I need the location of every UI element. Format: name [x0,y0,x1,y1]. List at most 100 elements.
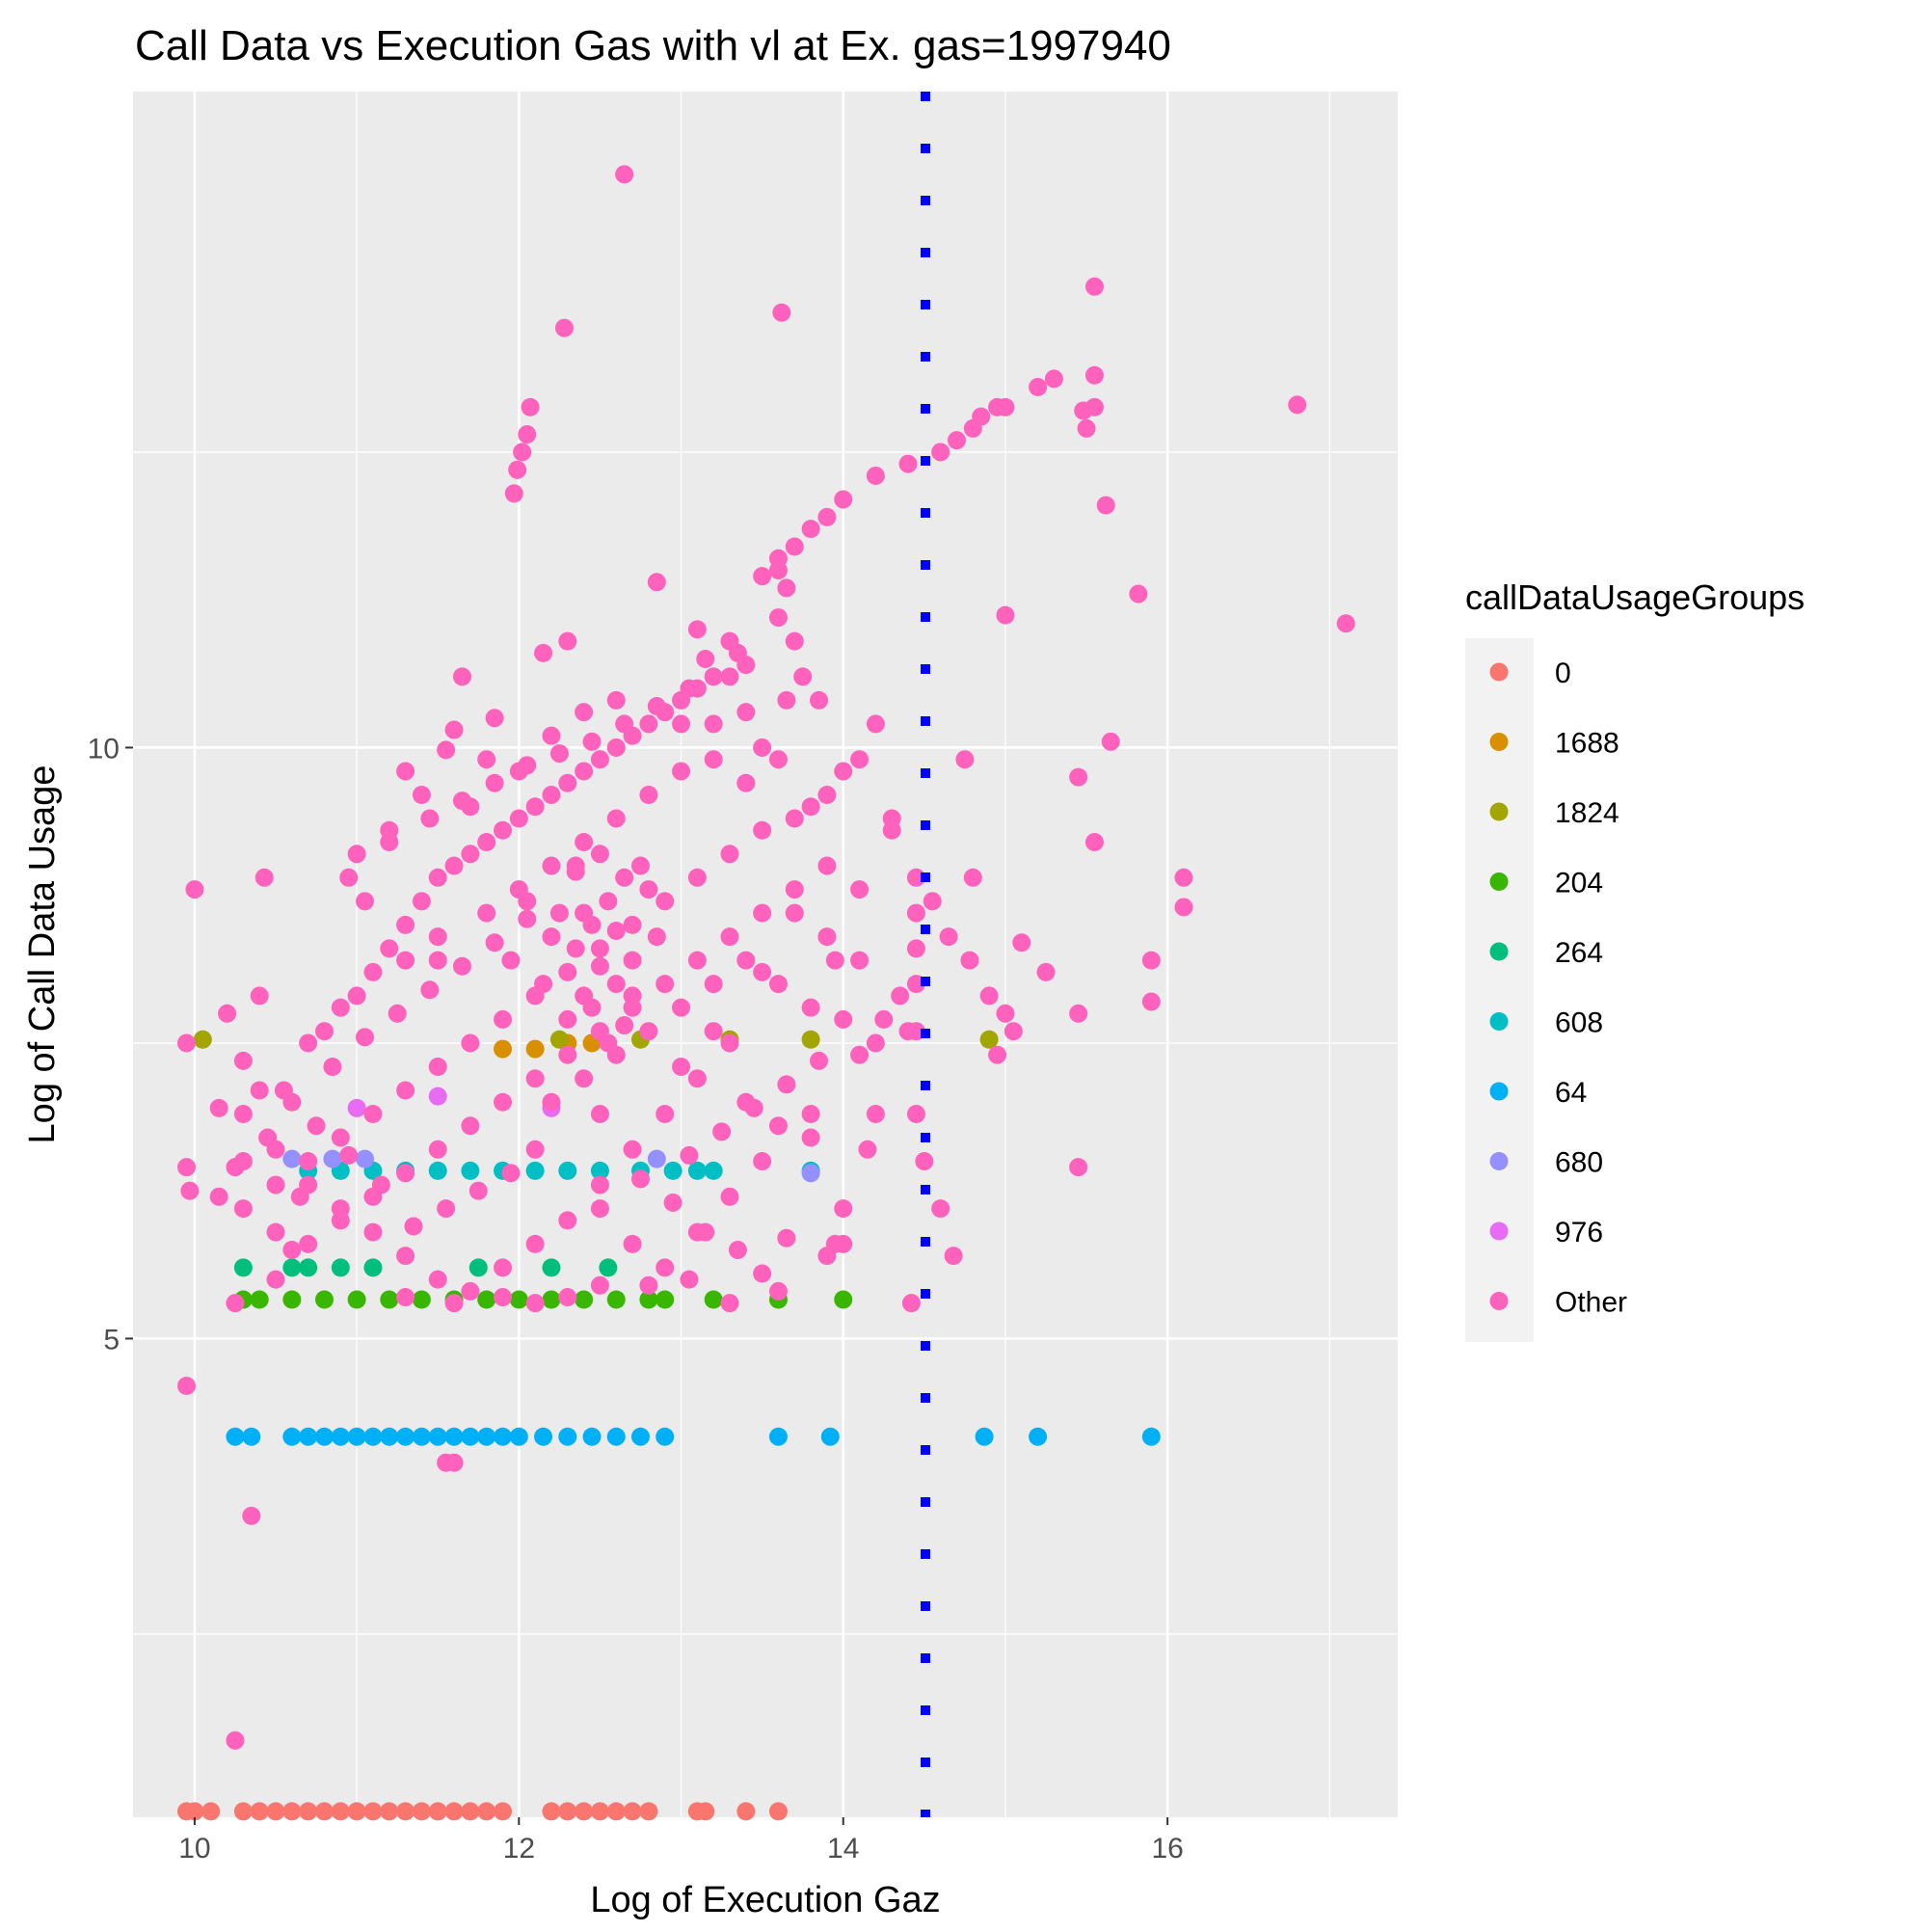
data-point point-group-other [504,484,523,503]
data-point point-group-other [525,1069,545,1088]
data-point point-group-0 [696,1802,715,1821]
data-point point-group-other [639,785,658,804]
legend-item: 976 [1489,1217,1603,1248]
data-point point-group-other [793,667,813,686]
data-point point-group-other [656,1258,675,1277]
data-point point-group-other [1012,933,1031,953]
data-point point-group-204 [509,1290,528,1309]
data-point point-group-64 [461,1427,480,1446]
data-point point-group-other [566,939,585,958]
legend-label: 264 [1555,937,1603,969]
data-point point-group-680 [356,1149,375,1168]
data-point point-group-other [963,418,982,438]
data-point point-group-other [590,1199,609,1219]
data-point point-group-other [606,975,626,994]
data-point point-group-other [817,927,837,947]
data-point point-group-204 [542,1290,561,1309]
data-point point-group-other [647,697,666,716]
data-point point-group-other [785,809,804,828]
data-point point-group-other [209,1187,228,1206]
data-point point-group-other [630,856,650,875]
data-point point-group-608 [461,1161,480,1180]
data-point point-group-other [331,1199,350,1219]
data-point point-group-other [736,951,756,970]
data-point point-group-0 [623,1802,642,1821]
data-point point-group-0 [396,1802,415,1821]
data-point point-group-976 [428,1087,447,1106]
data-point point-group-64 [226,1427,245,1446]
data-point point-group-other [542,726,561,745]
data-point point-group-other [558,1211,577,1230]
legend-swatch [1489,1221,1509,1241]
data-point point-group-other [363,1105,383,1124]
legend-swatch [1489,1292,1509,1310]
data-point point-group-64 [380,1427,399,1446]
data-point point-group-other [518,892,537,911]
data-point point-group-other [672,998,691,1017]
data-point point-group-other [428,1140,447,1159]
data-point point-group-other [404,1217,423,1236]
data-point point-group-other [825,1234,844,1253]
data-point point-group-other [558,962,577,981]
data-point point-group-other [477,750,496,769]
data-point point-group-0 [266,1802,285,1821]
data-point point-group-other [720,1187,739,1206]
data-point point-group-other [882,820,901,840]
data-point point-group-other [866,1105,885,1124]
data-point point-group-other [254,868,274,887]
data-point point-group-other [850,951,870,970]
chart-title: Call Data vs Execution Gas with vl at Ex… [135,22,1171,69]
data-point point-group-other [720,845,739,864]
data-point point-group-204 [250,1290,269,1309]
data-point point-group-other [558,1045,577,1064]
data-point point-group-608 [525,1161,545,1180]
data-point point-group-other [542,927,561,947]
legend-item: 1688 [1489,728,1619,760]
data-point point-group-204 [314,1290,334,1309]
data-point point-group-other [266,1270,285,1289]
legend-items: 0 1688 1824 204 264 608 64 680 976 Other [1489,657,1627,1319]
data-point point-group-other [331,1128,350,1147]
legend-item: 608 [1489,1007,1603,1039]
data-point point-group-other [1084,397,1104,416]
data-point point-group-other [485,933,504,953]
data-point point-group-other [647,927,666,947]
data-point point-group-64 [299,1427,318,1446]
data-point point-group-264 [331,1258,350,1277]
data-point point-group-other [687,620,707,639]
data-point point-group-other [858,1140,877,1159]
data-point point-group-other [785,631,804,651]
x-tick-label: 14 [827,1833,859,1865]
data-point point-group-64 [1029,1427,1048,1446]
data-point point-group-other [777,1228,796,1248]
data-point point-group-other [542,785,561,804]
legend-swatch [1489,802,1509,821]
data-point point-group-other [477,903,496,923]
data-point point-group-other [177,1033,197,1053]
data-point point-group-0 [606,1802,626,1821]
data-point point-group-other [1069,767,1088,787]
data-point point-group-other [218,1004,237,1023]
data-point point-group-other [768,1116,788,1136]
data-point point-group-other [672,714,691,734]
data-point point-group-other [906,903,925,923]
data-point point-group-other [623,1140,642,1159]
data-point point-group-204 [606,1290,626,1309]
data-point point-group-other [1141,992,1161,1011]
data-point point-group-other [314,1022,334,1041]
data-point point-group-other [396,1164,415,1183]
y-tick-label: 5 [103,1324,120,1355]
data-point point-group-1824 [193,1030,212,1049]
data-point point-group-other [396,762,415,781]
data-point point-group-other [525,1234,545,1253]
data-point point-group-other [521,397,540,416]
data-point point-group-other [1069,1004,1088,1023]
legend-swatch [1489,733,1509,751]
data-point point-group-other [639,714,658,734]
data-point point-group-other [233,1199,253,1219]
data-point point-group-other [744,1098,763,1117]
data-point point-group-other [468,1181,488,1200]
data-point point-group-other [226,1731,245,1750]
data-point point-group-other [906,939,925,958]
